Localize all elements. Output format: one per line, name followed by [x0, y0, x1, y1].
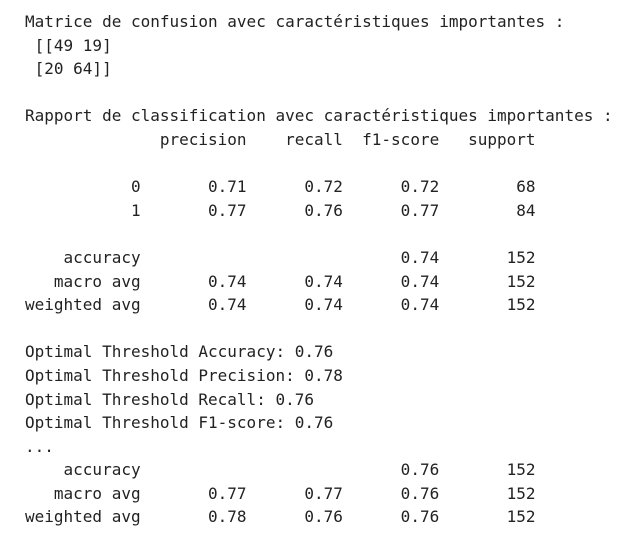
blank-line: [25, 81, 637, 105]
optimal-report-weighted-avg: weighted avg 0.78 0.76 0.76 152: [25, 507, 536, 527]
classification-row-macro-avg: macro avg 0.74 0.74 0.74 152: [25, 271, 536, 291]
confusion-matrix-title: Matrice de confusion avec caractéristiqu…: [25, 12, 565, 31]
blank-line: [25, 152, 637, 176]
optimal-report-accuracy: accuracy 0.76 152: [25, 460, 536, 480]
classification-row-class-1: 1 0.77 0.76 0.77 84: [25, 200, 536, 220]
classification-row-weighted-avg: weighted avg 0.74 0.74 0.74 152: [25, 295, 536, 315]
optimal-threshold-f1-score: Optimal Threshold F1-score: 0.76: [25, 413, 334, 433]
optimal-threshold-accuracy: Optimal Threshold Accuracy: 0.76: [25, 342, 334, 362]
classification-row-class-0: 0 0.71 0.72 0.72 68: [25, 177, 536, 197]
classification-report-title: Rapport de classification avec caractéri…: [25, 106, 613, 126]
optimal-threshold-recall: Optimal Threshold Recall: 0.76: [25, 389, 314, 409]
confusion-matrix-row-2: [20 64]]: [25, 59, 112, 79]
blank-line: [25, 317, 637, 341]
classification-report-header: precision recall f1-score support: [25, 129, 536, 149]
confusion-matrix-row-1: [[49 19]: [25, 35, 112, 55]
optimal-report-macro-avg: macro avg 0.77 0.77 0.76 152: [25, 483, 536, 503]
blank-line: [25, 222, 637, 246]
optimal-threshold-precision: Optimal Threshold Precision: 0.78: [25, 365, 343, 385]
ellipsis-line: ...: [25, 436, 54, 456]
classification-row-accuracy: accuracy 0.74 152: [25, 247, 536, 267]
